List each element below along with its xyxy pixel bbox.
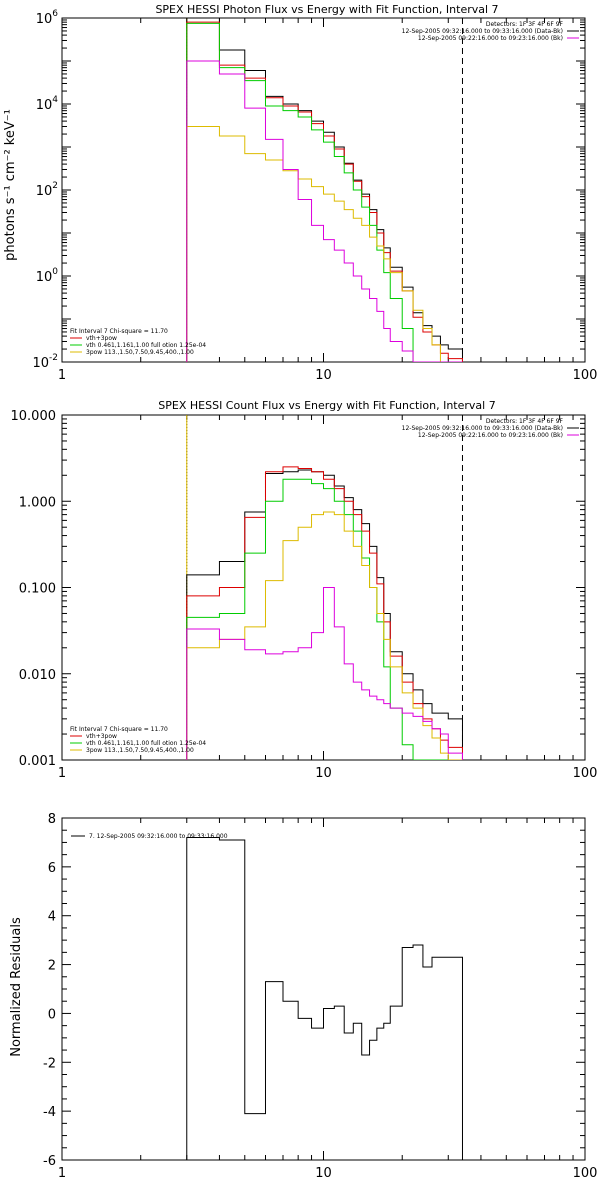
y-tick-label: 0.001 [19, 754, 56, 769]
y-tick-label: 0 [48, 1007, 56, 1022]
y-tick-exponent: 4 [52, 95, 58, 105]
count-flux-title: SPEX HESSI Count Flux vs Energy with Fit… [158, 399, 495, 412]
series-line [186, 22, 463, 362]
legend-entry: Detectors: 1F 3F 4F 6F 9F [486, 418, 564, 425]
legend-entry: Fit Interval 7 Chi-square = 11.70 [70, 726, 168, 733]
legend-entry: 12-Sep-2005 09:32:16.000 to 09:33:16.000… [402, 425, 563, 432]
series-line [186, 587, 463, 760]
y-tick-label: 1.000 [19, 495, 56, 510]
x-tick-label: 10 [315, 368, 332, 383]
y-tick-label: 6 [48, 861, 56, 876]
y-tick-exponent: 0 [52, 267, 58, 277]
photon-flux-title: SPEX HESSI Photon Flux vs Energy with Fi… [155, 3, 498, 16]
y-tick-label: 102 [36, 181, 58, 199]
legend-entry: vth 0.461,1.161,1.00 full otion 1.25e-04 [86, 740, 206, 747]
legend-entry: Detectors: 1F 3F 4F 6F 9F [486, 21, 564, 28]
y-tick-label: -4 [43, 1105, 56, 1120]
x-tick-label: 100 [573, 368, 598, 383]
photon-flux-panel: SPEX HESSI Photon Flux vs Energy with Fi… [3, 3, 597, 383]
residuals-panel: Normalized Residuals 7. 12-Sep-2005 09:3… [9, 812, 597, 1181]
series-line [186, 469, 463, 760]
y-tick-label: -2 [43, 1056, 56, 1071]
y-tick-exponent: -2 [49, 353, 58, 363]
legend-entry: vth+3pow [86, 733, 117, 740]
x-tick-label: 100 [573, 766, 598, 781]
residual-legend-text: 7. 12-Sep-2005 09:32:16.000 to 09:33:16.… [89, 833, 228, 840]
legend-entry: vth 0.461,1.161,1.00 full otion 1.25e-04 [86, 342, 206, 349]
y-tick-exponent: 2 [52, 181, 58, 191]
legend-entry: 12-Sep-2005 09:32:16.000 to 09:33:16.000… [402, 28, 563, 35]
y-tick-label: 4 [48, 910, 56, 925]
y-tick-exponent: 6 [52, 9, 58, 19]
y-tick-base: 10 [36, 12, 53, 27]
y-tick-base: 10 [36, 270, 53, 285]
y-tick-label: 0.100 [19, 582, 56, 597]
x-tick-label: 100 [573, 1166, 598, 1181]
legend-entry: vth+3pow [86, 335, 117, 342]
y-tick-label: 2 [48, 959, 56, 974]
photon-flux-ylabel: photons s⁻¹ cm⁻² keV⁻¹ [3, 109, 18, 261]
legend-entry: 3pow 113.,1.50,7.50,9.45,400.,1.00 [86, 349, 194, 356]
y-tick-label: 10-2 [32, 353, 58, 371]
y-tick-label: 8 [48, 812, 56, 827]
y-tick-label: 0.010 [19, 668, 56, 683]
legend-entry: 3pow 113.,1.50,7.50,9.45,400.,1.00 [86, 747, 194, 754]
x-tick-label: 1 [58, 1166, 66, 1181]
count-flux-panel: SPEX HESSI Count Flux vs Energy with Fit… [11, 399, 598, 781]
y-tick-label: -6 [43, 1154, 56, 1169]
legend-entry: 12-Sep-2005 09:22:16.000 to 09:23:16.000… [418, 35, 563, 42]
x-tick-label: 10 [315, 1166, 332, 1181]
series-line [186, 837, 463, 1160]
y-tick-base: 10 [32, 356, 49, 371]
series-line [186, 21, 463, 362]
y-tick-base: 10 [36, 184, 53, 199]
legend-entry: Fit Interval 7 Chi-square = 11.70 [70, 328, 168, 335]
y-tick-label: 106 [36, 9, 59, 27]
series-line [186, 478, 463, 760]
legend-entry: 12-Sep-2005 09:22:16.000 to 09:23:16.000… [418, 432, 563, 439]
series-line [186, 60, 463, 362]
residuals-ylabel: Normalized Residuals [9, 917, 24, 1057]
x-tick-label: 10 [315, 766, 332, 781]
x-tick-label: 1 [58, 368, 66, 383]
y-tick-base: 10 [36, 98, 53, 113]
y-tick-label: 104 [36, 95, 59, 113]
series-line [186, 466, 463, 760]
y-tick-label: 10.000 [11, 409, 57, 424]
y-tick-label: 100 [36, 267, 59, 285]
series-line [186, 125, 463, 362]
x-tick-label: 1 [58, 766, 66, 781]
